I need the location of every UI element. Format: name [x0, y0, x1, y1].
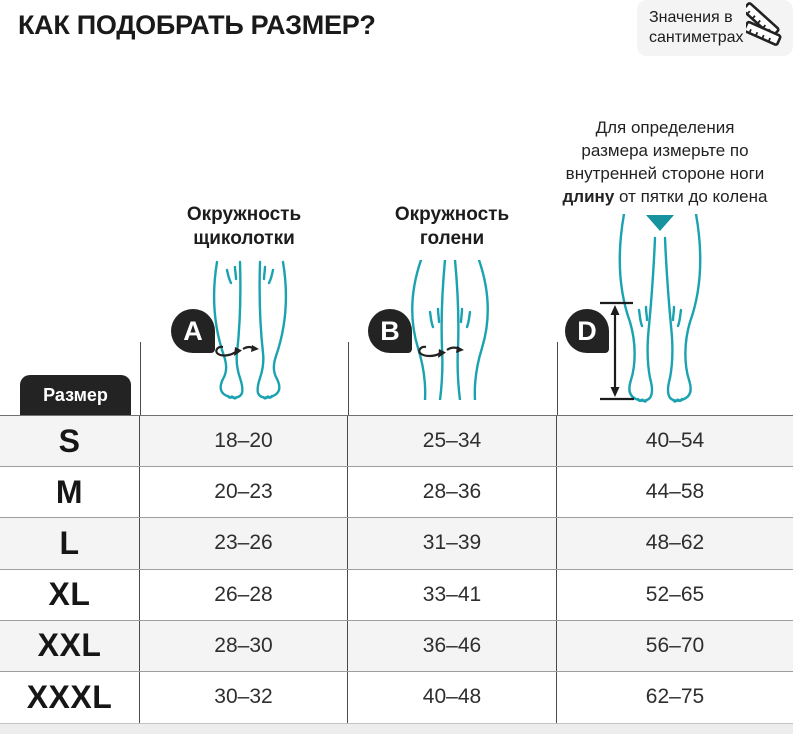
body-triangle — [646, 215, 674, 231]
page-title: КАК ПОДОБРАТЬ РАЗМЕР? — [18, 10, 376, 40]
ankle-range-cell: 30–32 — [140, 671, 348, 723]
bottom-divider — [0, 723, 793, 734]
length-range-cell: 40–54 — [645, 429, 705, 453]
size-cell: S — [0, 416, 140, 467]
calf-range-cell: 31–39 — [348, 518, 557, 569]
length-range-cell: 56–70 — [645, 633, 705, 657]
badge-b: B — [368, 309, 412, 353]
size-column-header: Размер — [20, 375, 131, 415]
ankle-range-cell: 23–26 — [140, 518, 348, 569]
length-range-cell: 48–62 — [645, 531, 705, 555]
calf-circumference-header: Окружность голени — [394, 204, 510, 249]
table-row: M 20–23 28–36 44–58 — [0, 467, 793, 519]
size-cell: L — [0, 518, 140, 569]
size-cell: M — [0, 467, 140, 518]
length-legs-illustration — [600, 214, 702, 403]
column-divider — [557, 342, 558, 415]
ankle-range-cell: 28–30 — [140, 620, 348, 671]
units-note: Значения в сантиметрах — [637, 0, 793, 56]
ankle-circumference-header: Окружность щиколотки — [186, 204, 302, 249]
table-row: S 18–20 25–34 40–54 — [0, 416, 793, 468]
ankle-range-cell: 20–23 — [140, 467, 348, 518]
ankle-legs-illustration — [212, 260, 288, 400]
table-row: XL 26–28 33–41 52–65 — [0, 569, 793, 621]
size-cell: XXL — [0, 620, 140, 671]
calf-range-cell: 25–34 — [348, 416, 557, 467]
calf-range-cell: 40–48 — [348, 671, 557, 723]
measure-instruction: Для определения размера измерьте по внут… — [562, 118, 768, 206]
size-table: S 18–20 25–34 40–54 M 20–23 28–36 44–58 … — [0, 415, 793, 723]
calf-range-cell: 28–36 — [348, 467, 557, 518]
size-cell: XXXL — [0, 671, 140, 723]
length-range-cell: 44–58 — [645, 480, 705, 504]
ankle-range-cell: 26–28 — [140, 569, 348, 620]
badge-d: D — [565, 309, 609, 353]
ruler-icon — [745, 2, 781, 46]
length-range-cell: 52–65 — [645, 582, 705, 606]
column-divider — [348, 342, 349, 415]
table-row: XXXL 30–32 40–48 62–75 — [0, 671, 793, 723]
table-row: XXL 28–30 36–46 56–70 — [0, 620, 793, 672]
length-measure-arrow — [600, 301, 634, 401]
calf-range-cell: 33–41 — [348, 569, 557, 620]
units-note-text: Значения в сантиметрах — [649, 9, 744, 46]
badge-a: A — [171, 309, 215, 353]
calf-range-cell: 36–46 — [348, 620, 557, 671]
calf-legs-illustration — [411, 260, 489, 400]
size-cell: XL — [0, 569, 140, 620]
length-range-cell: 62–75 — [645, 685, 705, 709]
ankle-range-cell: 18–20 — [140, 416, 348, 467]
column-divider — [140, 342, 141, 415]
table-row: L 23–26 31–39 48–62 — [0, 518, 793, 570]
